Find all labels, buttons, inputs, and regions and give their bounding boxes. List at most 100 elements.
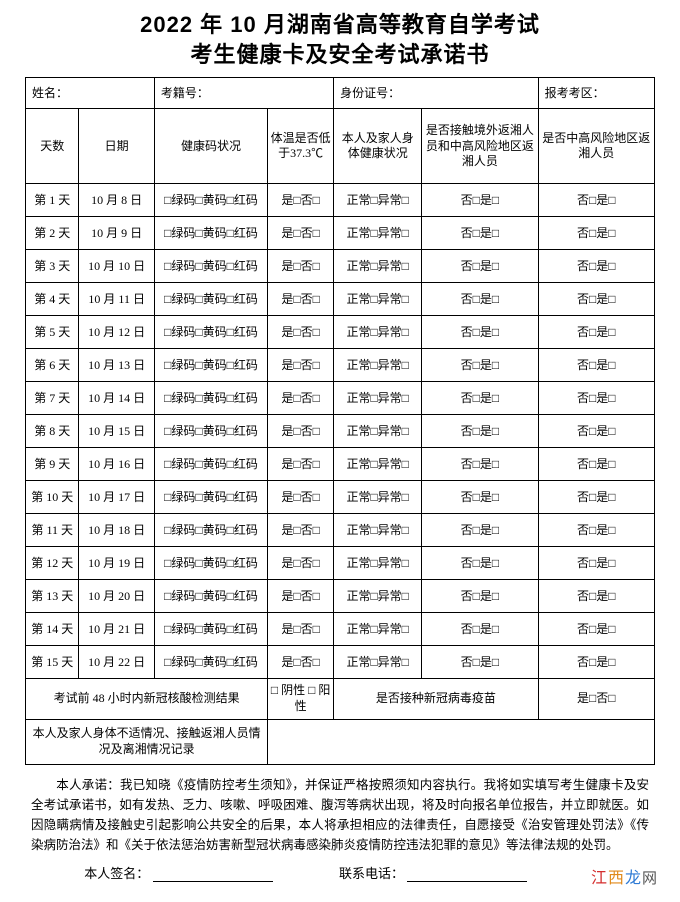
cell-contact: 否□是□ bbox=[422, 217, 538, 250]
cell-contact: 否□是□ bbox=[422, 646, 538, 679]
cell-family: 正常□异常□ bbox=[334, 481, 422, 514]
cell-risk: 否□是□ bbox=[538, 646, 654, 679]
title-line-2: 考生健康卡及安全考试承诺书 bbox=[190, 42, 489, 67]
cell-code: □绿码□黄码□红码 bbox=[154, 613, 267, 646]
cell-temp: 是□否□ bbox=[268, 217, 334, 250]
cell-family: 正常□异常□ bbox=[334, 547, 422, 580]
cell-contact: 否□是□ bbox=[422, 250, 538, 283]
cell-code: □绿码□黄码□红码 bbox=[154, 316, 267, 349]
cell-date: 10 月 14 日 bbox=[79, 382, 154, 415]
cell-contact: 否□是□ bbox=[422, 547, 538, 580]
cell-risk: 否□是□ bbox=[538, 415, 654, 448]
cell-day: 第 6 天 bbox=[26, 349, 79, 382]
cell-day: 第 10 天 bbox=[26, 481, 79, 514]
header-row: 天数 日期 健康码状况 体温是否低于37.3℃ 本人及家人身体健康状况 是否接触… bbox=[26, 109, 655, 184]
cell-risk: 否□是□ bbox=[538, 448, 654, 481]
table-row: 第 1 天10 月 8 日□绿码□黄码□红码是□否□正常□异常□否□是□否□是□ bbox=[26, 184, 655, 217]
cell-contact: 否□是□ bbox=[422, 514, 538, 547]
cell-risk: 否□是□ bbox=[538, 349, 654, 382]
table-row: 第 14 天10 月 21 日□绿码□黄码□红码是□否□正常□异常□否□是□否□… bbox=[26, 613, 655, 646]
pledge-text: 本人承诺：我已知晓《疫情防控考生须知》，并保证严格按照须知内容执行。我将如实填写… bbox=[31, 775, 649, 855]
sign-name-label: 本人签名： bbox=[84, 866, 149, 881]
cell-temp: 是□否□ bbox=[268, 481, 334, 514]
table-row: 第 12 天10 月 19 日□绿码□黄码□红码是□否□正常□异常□否□是□否□… bbox=[26, 547, 655, 580]
table-row: 第 10 天10 月 17 日□绿码□黄码□红码是□否□正常□异常□否□是□否□… bbox=[26, 481, 655, 514]
nat-row: 考试前 48 小时内新冠核酸检测结果 □ 阴性 □ 阳性 是否接种新冠病毒疫苗 … bbox=[26, 679, 655, 719]
cell-risk: 否□是□ bbox=[538, 250, 654, 283]
cell-risk: 否□是□ bbox=[538, 613, 654, 646]
cell-date: 10 月 9 日 bbox=[79, 217, 154, 250]
cell-family: 正常□异常□ bbox=[334, 316, 422, 349]
cell-contact: 否□是□ bbox=[422, 613, 538, 646]
cell-date: 10 月 18 日 bbox=[79, 514, 154, 547]
cell-risk: 否□是□ bbox=[538, 217, 654, 250]
cell-code: □绿码□黄码□红码 bbox=[154, 250, 267, 283]
cell-day: 第 14 天 bbox=[26, 613, 79, 646]
cell-date: 10 月 12 日 bbox=[79, 316, 154, 349]
table-row: 第 4 天10 月 11 日□绿码□黄码□红码是□否□正常□异常□否□是□否□是… bbox=[26, 283, 655, 316]
cell-date: 10 月 10 日 bbox=[79, 250, 154, 283]
nat-label: 考试前 48 小时内新冠核酸检测结果 bbox=[26, 679, 268, 719]
cell-family: 正常□异常□ bbox=[334, 349, 422, 382]
cell-risk: 否□是□ bbox=[538, 580, 654, 613]
cell-date: 10 月 21 日 bbox=[79, 613, 154, 646]
sign-name-field[interactable] bbox=[153, 868, 273, 882]
cell-temp: 是□否□ bbox=[268, 415, 334, 448]
name-cell: 姓名： bbox=[26, 78, 155, 109]
remarks-row: 本人及家人身体不适情况、接触返湘人员情况及离湘情况记录 bbox=[26, 719, 655, 764]
cell-risk: 否□是□ bbox=[538, 547, 654, 580]
cell-day: 第 9 天 bbox=[26, 448, 79, 481]
cell-code: □绿码□黄码□红码 bbox=[154, 514, 267, 547]
cell-contact: 否□是□ bbox=[422, 415, 538, 448]
cell-temp: 是□否□ bbox=[268, 184, 334, 217]
cell-date: 10 月 22 日 bbox=[79, 646, 154, 679]
col-contact: 是否接触境外返湘人员和中高风险地区返湘人员 bbox=[422, 109, 538, 184]
table-row: 第 2 天10 月 9 日□绿码□黄码□红码是□否□正常□异常□否□是□否□是□ bbox=[26, 217, 655, 250]
cell-date: 10 月 15 日 bbox=[79, 415, 154, 448]
info-row: 姓名： 考籍号： 身份证号： 报考考区： bbox=[26, 78, 655, 109]
cell-temp: 是□否□ bbox=[268, 250, 334, 283]
cell-code: □绿码□黄码□红码 bbox=[154, 580, 267, 613]
cell-contact: 否□是□ bbox=[422, 283, 538, 316]
examid-cell: 考籍号： bbox=[154, 78, 333, 109]
col-health-code: 健康码状况 bbox=[154, 109, 267, 184]
cell-temp: 是□否□ bbox=[268, 316, 334, 349]
vaccine-value: 是□否□ bbox=[538, 679, 654, 719]
sign-phone-field[interactable] bbox=[407, 868, 527, 882]
health-table: 姓名： 考籍号： 身份证号： 报考考区： 天数 日期 健康码状况 体温是否低于3… bbox=[25, 77, 655, 764]
cell-date: 10 月 8 日 bbox=[79, 184, 154, 217]
cell-date: 10 月 11 日 bbox=[79, 283, 154, 316]
cell-temp: 是□否□ bbox=[268, 613, 334, 646]
table-row: 第 3 天10 月 10 日□绿码□黄码□红码是□否□正常□异常□否□是□否□是… bbox=[26, 250, 655, 283]
cell-family: 正常□异常□ bbox=[334, 613, 422, 646]
table-row: 第 15 天10 月 22 日□绿码□黄码□红码是□否□正常□异常□否□是□否□… bbox=[26, 646, 655, 679]
cell-code: □绿码□黄码□红码 bbox=[154, 448, 267, 481]
cell-day: 第 2 天 bbox=[26, 217, 79, 250]
cell-risk: 否□是□ bbox=[538, 481, 654, 514]
cell-code: □绿码□黄码□红码 bbox=[154, 184, 267, 217]
cell-temp: 是□否□ bbox=[268, 382, 334, 415]
signature-line: 本人签名： 联系电话： bbox=[31, 863, 649, 882]
cell-temp: 是□否□ bbox=[268, 646, 334, 679]
cell-date: 10 月 20 日 bbox=[79, 580, 154, 613]
cell-code: □绿码□黄码□红码 bbox=[154, 382, 267, 415]
cell-family: 正常□异常□ bbox=[334, 415, 422, 448]
cell-contact: 否□是□ bbox=[422, 184, 538, 217]
cell-date: 10 月 17 日 bbox=[79, 481, 154, 514]
cell-contact: 否□是□ bbox=[422, 382, 538, 415]
cell-family: 正常□异常□ bbox=[334, 580, 422, 613]
cell-family: 正常□异常□ bbox=[334, 514, 422, 547]
cell-day: 第 13 天 bbox=[26, 580, 79, 613]
cell-code: □绿码□黄码□红码 bbox=[154, 646, 267, 679]
nat-result: □ 阴性 □ 阳性 bbox=[268, 679, 334, 719]
cell-family: 正常□异常□ bbox=[334, 217, 422, 250]
cell-temp: 是□否□ bbox=[268, 580, 334, 613]
cell-temp: 是□否□ bbox=[268, 283, 334, 316]
table-row: 第 9 天10 月 16 日□绿码□黄码□红码是□否□正常□异常□否□是□否□是… bbox=[26, 448, 655, 481]
cell-day: 第 5 天 bbox=[26, 316, 79, 349]
cell-risk: 否□是□ bbox=[538, 316, 654, 349]
cell-family: 正常□异常□ bbox=[334, 283, 422, 316]
cell-family: 正常□异常□ bbox=[334, 184, 422, 217]
cell-family: 正常□异常□ bbox=[334, 448, 422, 481]
area-cell: 报考考区： bbox=[538, 78, 654, 109]
